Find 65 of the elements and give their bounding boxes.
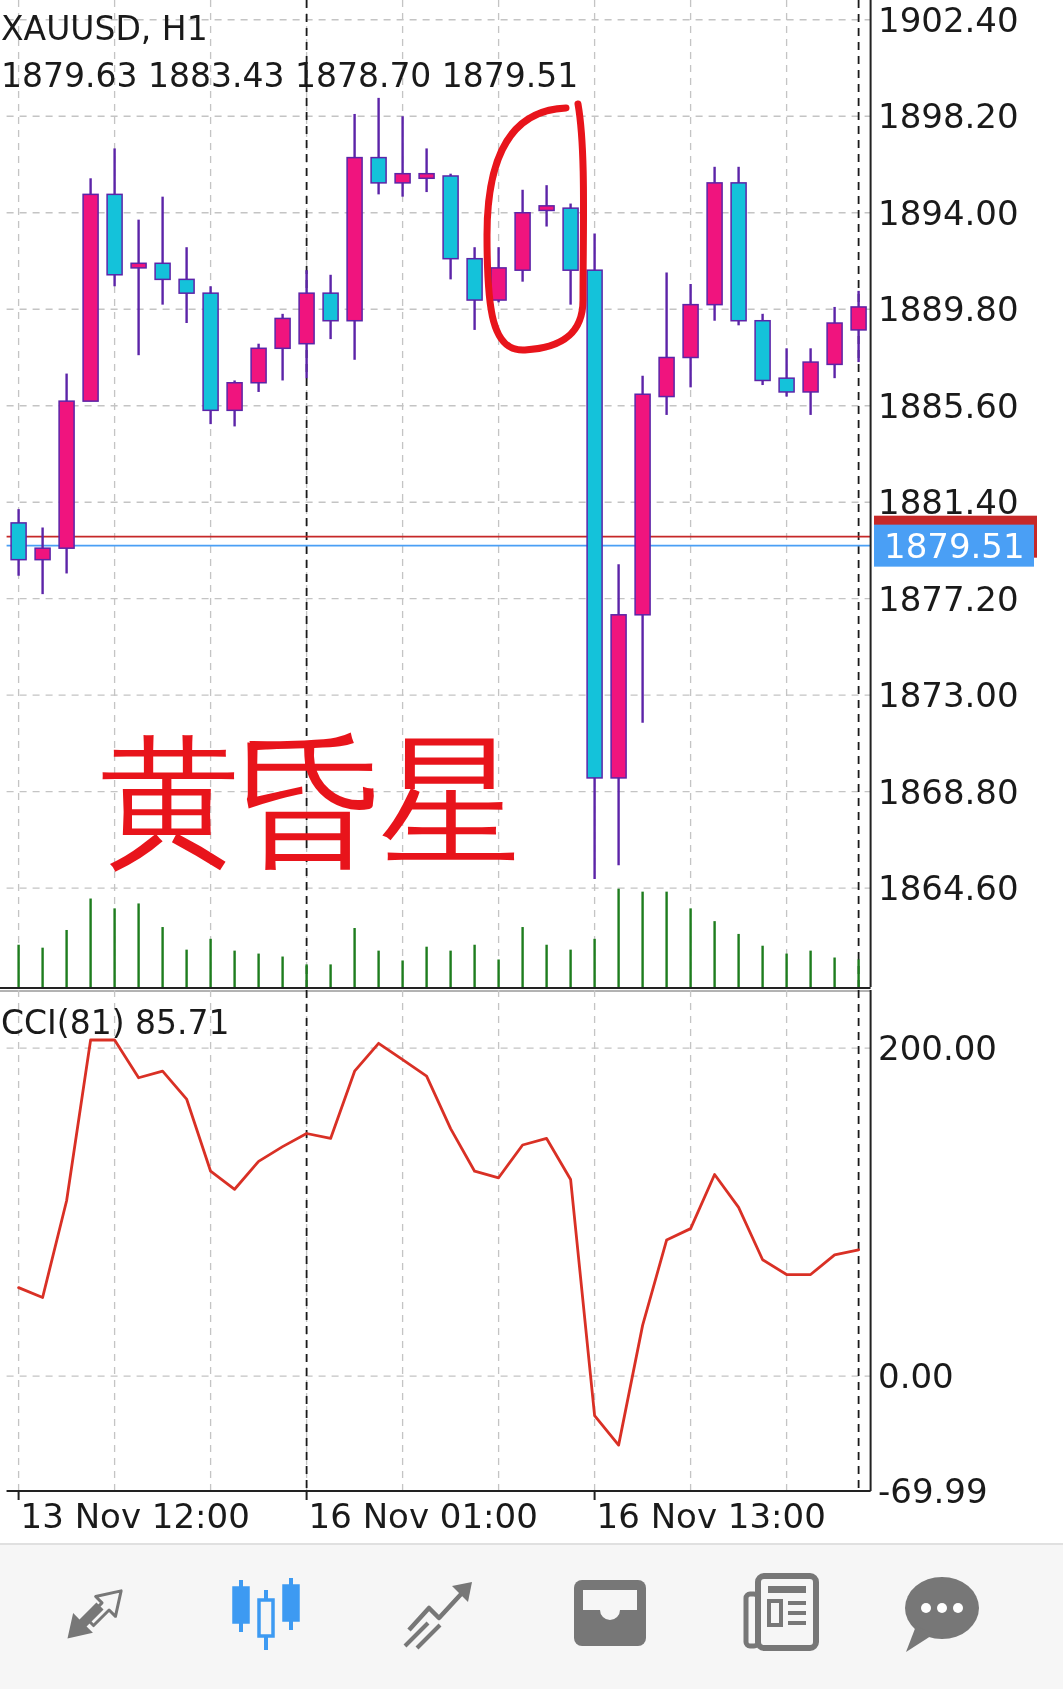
bar [185, 949, 188, 987]
y-tick-label: 1864.60 [878, 868, 1019, 909]
bar [785, 953, 788, 987]
line-series [17, 1038, 860, 1447]
chart-title: CCI(81) 85.71 [1, 1003, 230, 1042]
candlestick [178, 246, 195, 325]
y-tick-label: 1898.20 [878, 96, 1019, 137]
bar [425, 946, 428, 987]
candlestick [34, 526, 51, 596]
y-tick-label: 1885.60 [878, 385, 1019, 426]
text: 1879.63 1883.43 1878.70 1879.51 [1, 56, 579, 95]
bar [377, 950, 380, 987]
bar [449, 950, 452, 987]
bar [137, 903, 140, 987]
text: 16 Nov 13:00 [596, 1496, 826, 1536]
y-tick-label: 1868.80 [878, 771, 1019, 812]
chart-title: XAUUSD, H1 [1, 9, 208, 48]
bar [113, 908, 116, 987]
text: 16 Nov 01:00 [308, 1496, 538, 1536]
y-tick-label: 1889.80 [878, 289, 1019, 330]
bar [665, 891, 668, 987]
bar [497, 959, 500, 987]
candlestick [538, 183, 555, 228]
bar [353, 928, 356, 987]
bar [689, 908, 692, 987]
bar [257, 953, 260, 987]
bar [65, 929, 68, 987]
y-tick-label: 1881.40 [878, 482, 1019, 523]
y-tick-label: 1877.20 [878, 578, 1019, 619]
y-tick-label: 0.00 [878, 1356, 954, 1397]
bar [329, 964, 332, 987]
bar [833, 957, 836, 987]
bar [737, 933, 740, 987]
bar [161, 927, 164, 987]
candlestick [778, 347, 795, 398]
bar [569, 949, 572, 987]
bar [641, 891, 644, 987]
bar [17, 944, 20, 987]
y-tick-label: 1902.40 [878, 0, 1019, 40]
bar [401, 960, 404, 987]
bar [473, 944, 476, 987]
bar [713, 921, 716, 987]
bar [209, 938, 212, 987]
bar [41, 947, 44, 987]
candlestick [418, 147, 435, 194]
candlestick [130, 218, 147, 357]
candlestick [850, 289, 867, 364]
candlestick [394, 115, 411, 198]
y-tick-label: 1873.00 [878, 675, 1019, 716]
y-tick-label: 200.00 [878, 1028, 997, 1069]
bar [809, 950, 812, 987]
bar [521, 927, 524, 987]
bar [281, 956, 284, 987]
bar [545, 944, 548, 987]
bar [233, 950, 236, 987]
bar [617, 888, 620, 987]
bar [593, 938, 596, 987]
y-tick-label: 1894.00 [878, 192, 1019, 233]
y-tick-label: -69.99 [878, 1471, 988, 1512]
ref-line-label: 1879.51 [884, 525, 1025, 566]
candlestick [154, 195, 171, 306]
bar [89, 898, 92, 987]
bar [761, 945, 764, 987]
text: 13 Nov 12:00 [20, 1496, 250, 1536]
annotation: 黄昏星 [100, 720, 520, 883]
